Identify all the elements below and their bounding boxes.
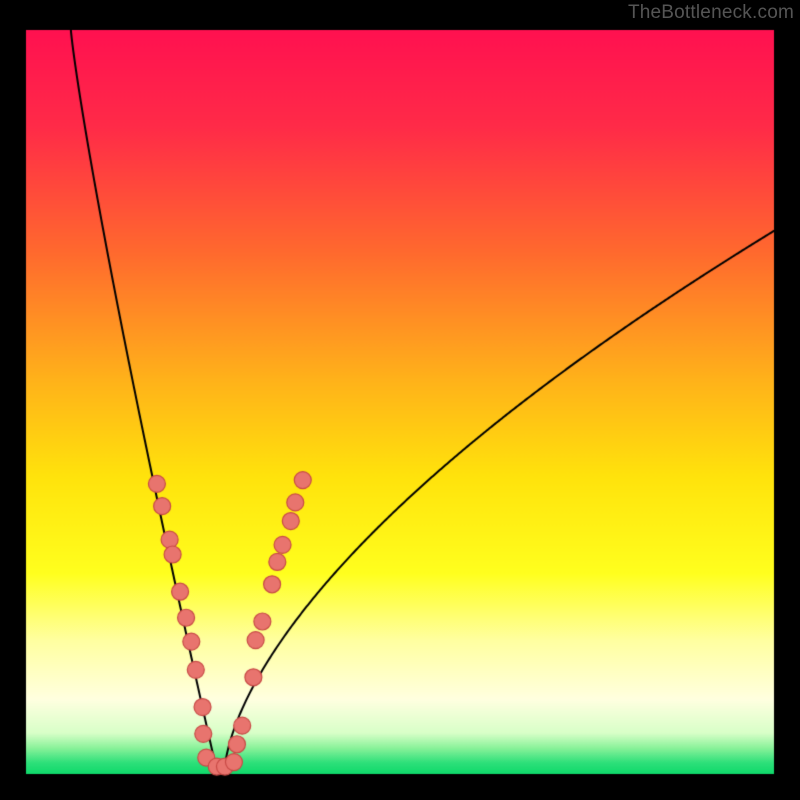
bottleneck-curve-chart bbox=[0, 0, 800, 800]
watermark-label: TheBottleneck.com bbox=[628, 2, 794, 24]
chart-stage: TheBottleneck.com bbox=[0, 0, 800, 800]
